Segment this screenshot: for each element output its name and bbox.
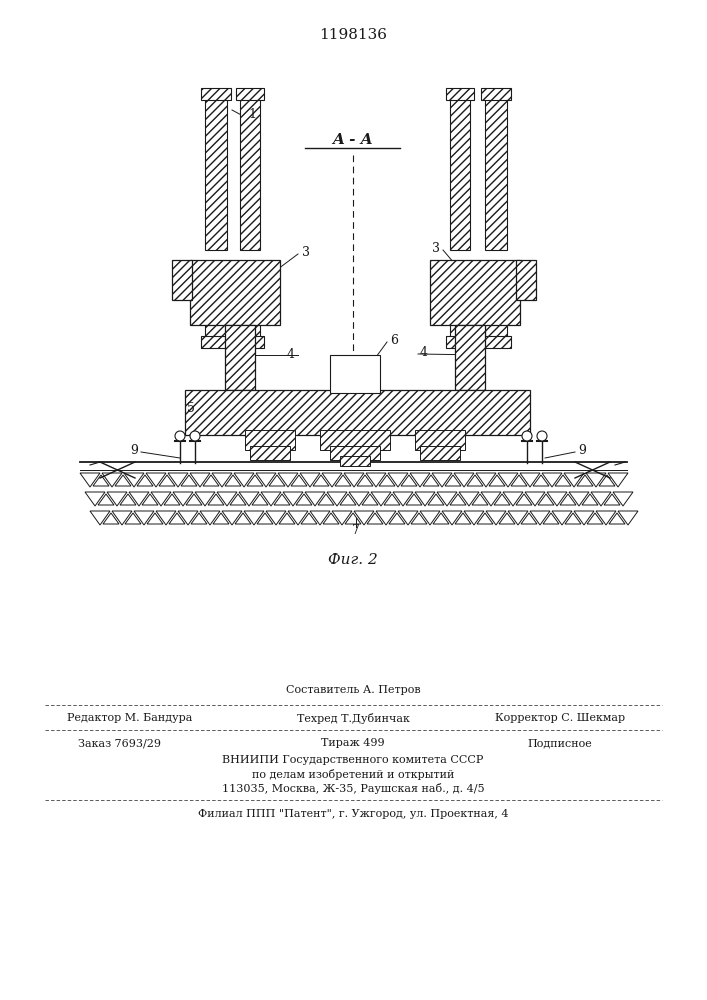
Bar bbox=[201, 88, 231, 100]
Circle shape bbox=[522, 431, 532, 441]
Text: Редактор М. Бандура: Редактор М. Бандура bbox=[67, 713, 193, 723]
Bar bbox=[481, 88, 511, 100]
Bar bbox=[201, 336, 231, 348]
Text: Тираж 499: Тираж 499 bbox=[321, 738, 385, 748]
Bar bbox=[430, 260, 520, 325]
Text: 6: 6 bbox=[390, 334, 398, 347]
Bar bbox=[450, 95, 470, 250]
Text: Составитель А. Петров: Составитель А. Петров bbox=[286, 685, 421, 695]
Text: Филиал ППП "Патент", г. Ужгород, ул. Проектная, 4: Филиал ППП "Патент", г. Ужгород, ул. Про… bbox=[198, 809, 508, 819]
Bar bbox=[320, 430, 390, 450]
Bar bbox=[420, 446, 460, 460]
Text: Техред Т.Дубинчак: Техред Т.Дубинчак bbox=[296, 712, 409, 724]
Bar bbox=[415, 430, 465, 450]
Text: 3: 3 bbox=[302, 245, 310, 258]
Bar bbox=[225, 325, 255, 390]
Circle shape bbox=[175, 431, 185, 441]
Text: ВНИИПИ Государственного комитета СССР: ВНИИПИ Государственного комитета СССР bbox=[222, 755, 484, 765]
Text: 113035, Москва, Ж-35, Раушская наб., д. 4/5: 113035, Москва, Ж-35, Раушская наб., д. … bbox=[222, 782, 484, 794]
Bar bbox=[481, 336, 511, 348]
Bar bbox=[340, 456, 370, 466]
Bar bbox=[172, 260, 192, 300]
Bar bbox=[485, 280, 507, 340]
Bar bbox=[250, 446, 290, 460]
Bar bbox=[236, 336, 264, 348]
Bar bbox=[185, 390, 530, 435]
Bar bbox=[446, 336, 474, 348]
Text: 3: 3 bbox=[432, 241, 440, 254]
Bar bbox=[240, 280, 260, 340]
Bar bbox=[516, 260, 536, 300]
Bar bbox=[485, 95, 507, 250]
Text: Заказ 7693/29: Заказ 7693/29 bbox=[78, 738, 161, 748]
Circle shape bbox=[537, 431, 547, 441]
Text: Фиг. 2: Фиг. 2 bbox=[328, 553, 378, 567]
Text: A - A: A - A bbox=[333, 133, 373, 147]
Text: 9: 9 bbox=[578, 444, 586, 456]
Text: 7: 7 bbox=[352, 524, 360, 536]
Bar bbox=[455, 325, 485, 390]
Text: 1: 1 bbox=[248, 108, 256, 121]
Text: по делам изобретений и открытий: по делам изобретений и открытий bbox=[252, 768, 454, 780]
Text: Корректор С. Шекмар: Корректор С. Шекмар bbox=[495, 713, 625, 723]
Bar bbox=[236, 88, 264, 100]
Bar bbox=[240, 95, 260, 250]
Text: 4: 4 bbox=[420, 346, 428, 359]
Bar bbox=[190, 260, 280, 325]
Bar bbox=[330, 355, 380, 393]
Bar bbox=[245, 430, 295, 450]
Bar bbox=[205, 280, 227, 340]
Text: 1198136: 1198136 bbox=[319, 28, 387, 42]
Text: 4: 4 bbox=[287, 349, 295, 361]
Bar bbox=[330, 446, 380, 460]
Text: 9: 9 bbox=[130, 444, 138, 456]
Circle shape bbox=[190, 431, 200, 441]
Bar bbox=[446, 88, 474, 100]
Text: 5: 5 bbox=[187, 401, 195, 414]
Text: Подписное: Подписное bbox=[527, 738, 592, 748]
Bar bbox=[450, 280, 470, 340]
Bar bbox=[205, 95, 227, 250]
